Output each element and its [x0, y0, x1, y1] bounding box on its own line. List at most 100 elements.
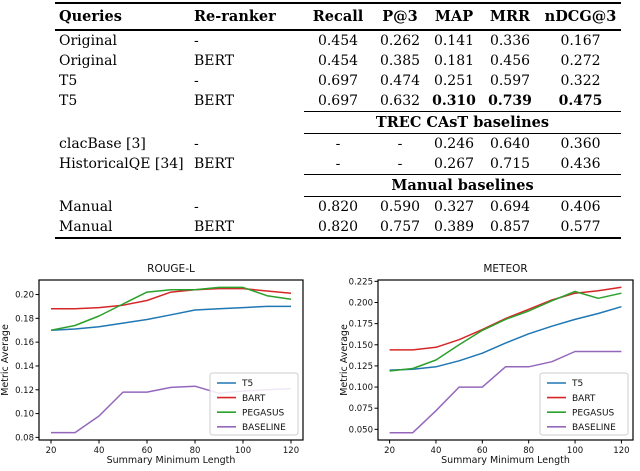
section-header-manual-baselines: Manual baselines [304, 174, 621, 197]
legend-label-pegasus: PEGASUS [242, 408, 285, 418]
cell-map: 0.251 [433, 73, 475, 89]
cell-map: 0.310 [432, 93, 476, 109]
cell-recall: 0.454 [317, 33, 359, 49]
cell-re-ranker: BERT [194, 156, 235, 173]
cell-map: 0.141 [433, 33, 475, 49]
table-row: Manual BERT 0.820 0.757 0.389 0.857 0.577 [55, 217, 621, 239]
cell-re-ranker: BERT [194, 53, 235, 69]
cell-queries: HistoricalQE [34] [59, 156, 184, 173]
results-table: Queries Re-ranker Recall P@3 MAP MRR nDCG@3 Or… [55, 2, 621, 239]
cell-recall: 0.697 [317, 93, 359, 109]
legend-label-pegasus: PEGASUS [572, 408, 615, 418]
section-header-row: TREC CAsT baselines [55, 111, 621, 134]
legend-label-bart: BART [242, 394, 266, 404]
cell-ndcg-3: 0.406 [560, 199, 601, 215]
table-row: T5 - 0.697 0.474 0.251 0.597 0.322 [55, 71, 621, 91]
legend-label-bart: BART [572, 394, 596, 404]
cell-re-ranker: - [194, 198, 199, 215]
cell-ndcg-3: 0.577 [540, 217, 621, 239]
header-row: Queries Re-ranker Recall P@3 MAP MRR nDCG@3 [55, 3, 621, 31]
y-tick-label: 0.225 [349, 277, 373, 287]
meteor-chart: METEOR Summary Minimum Length Metric Avera… [339, 263, 634, 466]
table-row: Original BERT 0.454 0.385 0.181 0.456 0.272 [55, 51, 621, 71]
y-tick-label: 0.16 [15, 338, 34, 348]
column-header-recall: Recall [304, 3, 372, 31]
cell-ndcg-3: 0.272 [560, 53, 601, 69]
chart-title: METEOR [483, 263, 527, 275]
legend: T5 BART PEGASUS BASELINE [539, 372, 629, 436]
cell-queries: Original [59, 33, 117, 49]
y-tick-label: 0.175 [349, 320, 373, 330]
legend-label-t5: T5 [571, 379, 583, 389]
cell-mrr: 0.640 [489, 136, 531, 152]
x-tick-label: 80 [523, 446, 534, 456]
cell-recall: 0.697 [317, 73, 359, 89]
x-tick-label: 40 [94, 446, 105, 456]
series-line-pegasus [389, 290, 622, 372]
cell-queries: T5 [59, 93, 78, 110]
legend-box [209, 372, 299, 436]
y-tick-label: 0.10 [15, 410, 34, 420]
column-header-mrr: MRR [480, 3, 540, 31]
y-tick-label: 0.20 [15, 291, 34, 301]
y-tick-label: 0.050 [349, 425, 373, 435]
legend: T5 BART PEGASUS BASELINE [209, 372, 299, 436]
cell-mrr: 0.857 [480, 217, 540, 239]
section-spacer [55, 112, 304, 134]
x-axis-label: Summary Minimum Length [441, 455, 570, 466]
series-line-bart [389, 286, 622, 351]
y-axis-label: Metric Average [0, 324, 11, 396]
y-tick-label: 0.200 [349, 298, 373, 308]
cell-ndcg-3: 0.475 [558, 93, 603, 109]
cell-queries: Original [59, 53, 117, 69]
y-tick-label: 0.14 [15, 362, 34, 372]
x-tick-label: 100 [235, 446, 251, 456]
table-row: Manual - 0.820 0.590 0.327 0.694 0.406 [55, 197, 621, 218]
cell-mrr: 0.336 [489, 33, 531, 49]
cell-re-ranker: - [194, 135, 199, 152]
cell-ndcg-3: 0.167 [560, 33, 601, 49]
cell-p-3: 0.474 [379, 73, 421, 89]
charts-section: ROUGE-L Summary Minimum Length Metric Aver… [0, 252, 640, 468]
section-header-trec-cast-baselines: TREC CAsT baselines [304, 111, 621, 134]
y-axis-label: Metric Average [339, 324, 350, 396]
x-tick-label: 120 [283, 446, 299, 456]
chart-title: ROUGE-L [147, 263, 195, 275]
y-tick-label: 0.12 [15, 386, 34, 396]
cell-p-3: 0.757 [372, 217, 428, 239]
section-spacer [55, 175, 304, 197]
cell-p-3: 0.385 [379, 53, 421, 69]
table-body: Original -0.454 0.262 0.141 0.336 0.167 Origin… [55, 30, 621, 239]
cell-recall: 0.820 [317, 199, 359, 215]
table-row: HistoricalQE [34] BERT - - 0.267 0.715 0.436 [55, 154, 621, 175]
x-tick-label: 60 [142, 446, 153, 456]
cell-queries: Manual [59, 198, 113, 215]
x-tick-label: 120 [613, 446, 629, 456]
table-row: clacBase [3] - - - 0.246 0.640 0.360 [55, 134, 621, 155]
x-tick-label: 80 [190, 446, 201, 456]
table-row: T5 BERT 0.697 0.632 0.310 0.739 0.475 [55, 91, 621, 112]
cell-mrr: 0.456 [489, 53, 531, 69]
y-tick-label: 0.08 [15, 433, 34, 443]
cell-recall: - [335, 156, 341, 172]
x-tick-label: 20 [46, 446, 57, 456]
cell-ndcg-3: 0.322 [560, 73, 601, 89]
legend-label-baseline: BASELINE [242, 423, 286, 433]
cell-map: 0.267 [433, 156, 475, 172]
cell-recall: - [335, 136, 341, 152]
cell-re-ranker: BERT [186, 217, 304, 239]
cell-mrr: 0.597 [489, 73, 531, 89]
cell-mrr: 0.715 [489, 156, 531, 172]
x-tick-label: 40 [431, 446, 442, 456]
y-tick-label: 0.150 [349, 341, 373, 351]
axes-frame [377, 279, 634, 441]
cell-re-ranker: - [194, 73, 199, 89]
x-axis-label: Summary Minimum Length [107, 455, 236, 466]
cell-ndcg-3: 0.436 [560, 156, 601, 172]
y-tick-label: 0.100 [349, 383, 373, 393]
cell-mrr: 0.739 [488, 93, 532, 109]
cell-p-3: - [397, 136, 403, 152]
legend-label-t5: T5 [241, 379, 253, 389]
cell-map: 0.246 [433, 136, 475, 152]
